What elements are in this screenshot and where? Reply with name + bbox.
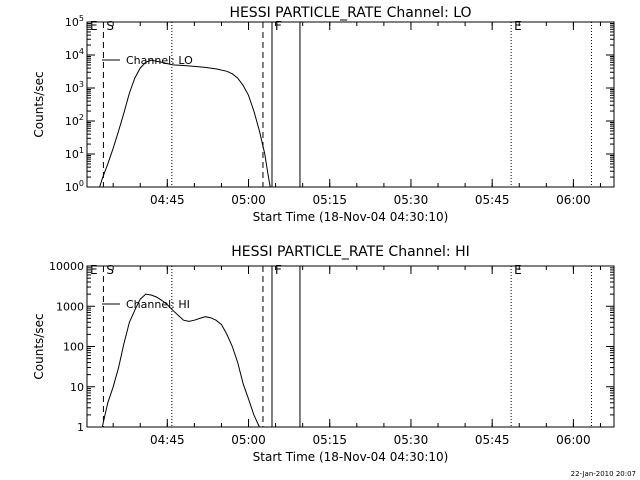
y-tick-label: 103 [65, 80, 84, 95]
x-tick-label: 04:45 [150, 193, 185, 207]
particle-rate-series [101, 293, 260, 428]
x-axis-label: Start Time (18-Nov-04 04:30:10) [253, 210, 449, 224]
x-tick-label: 06:00 [556, 433, 591, 447]
x-tick-label: 05:30 [394, 433, 429, 447]
y-tick-label: 101 [65, 146, 84, 161]
x-tick-label: 05:15 [312, 433, 347, 447]
y-tick-label: 102 [65, 113, 84, 128]
event-marker-label: F [275, 263, 282, 277]
legend-label: Channel: LO [126, 54, 193, 67]
event-marker-label: E [514, 19, 522, 33]
plot-frame [86, 265, 615, 428]
y-tick-label: 105 [65, 14, 84, 29]
panel-hi-channel: HESSI PARTICLE_RATE Channel: HI 1 10 100 100… [32, 244, 615, 464]
chart-title: HESSI PARTICLE_RATE Channel: LO [229, 5, 471, 21]
footer-timestamp: 22-Jan-2010 20:07 [571, 470, 636, 478]
y-tick-label: 100 [63, 341, 84, 354]
event-marker-label: F [275, 19, 282, 33]
x-tick-label: 05:00 [231, 193, 266, 207]
y-axis-label: Counts/sec [32, 313, 46, 379]
legend-label: Channel: HI [126, 298, 190, 311]
event-marker-label: E [90, 19, 98, 33]
x-tick-label: 05:15 [312, 193, 347, 207]
y-tick-label: 100 [65, 179, 84, 194]
event-marker-label: E [90, 263, 98, 277]
y-tick-label: 10000 [49, 260, 84, 273]
x-tick-label: 05:45 [475, 193, 510, 207]
x-tick-label: 04:45 [150, 433, 185, 447]
event-marker-label: E [514, 263, 522, 277]
y-tick-label: 1000 [56, 300, 84, 313]
plot-frame [86, 21, 615, 188]
event-marker-label: S [106, 263, 114, 277]
x-tick-label: 05:00 [231, 433, 266, 447]
x-tick-label: 05:45 [475, 433, 510, 447]
y-tick-label: 10 [70, 381, 84, 394]
x-axis-label: Start Time (18-Nov-04 04:30:10) [253, 450, 449, 464]
particle-rate-series [99, 59, 271, 188]
panel-lo-channel: HESSI PARTICLE_RATE Channel: LO 100 101 102… [32, 5, 615, 224]
y-tick-label: 104 [65, 47, 84, 62]
chart-title: HESSI PARTICLE_RATE Channel: HI [231, 244, 469, 260]
y-tick-label: 1 [77, 421, 84, 434]
y-axis-label: Counts/sec [32, 71, 46, 137]
x-tick-label: 06:00 [556, 193, 591, 207]
x-tick-label: 05:30 [394, 193, 429, 207]
event-marker-label: S [106, 19, 114, 33]
